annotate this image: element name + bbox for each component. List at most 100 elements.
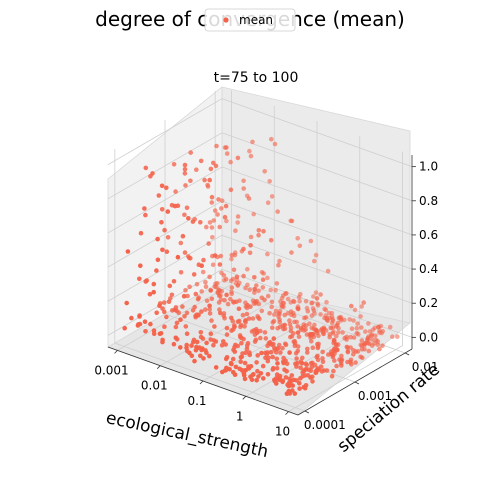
scatter-point <box>282 326 288 332</box>
scatter-point <box>261 271 267 276</box>
scatter-point <box>160 306 165 311</box>
y-tick-mark <box>354 381 360 385</box>
scatter-point <box>148 321 153 327</box>
scatter-point <box>295 306 300 311</box>
scatter-point <box>151 289 156 295</box>
scatter-point <box>272 141 278 147</box>
scatter-point <box>201 356 206 361</box>
scatter-point <box>300 325 306 330</box>
scatter-point <box>292 341 298 346</box>
scatter-point <box>249 377 255 383</box>
scatter-point <box>262 297 267 303</box>
scatter-point <box>247 352 253 358</box>
x-tick-mark <box>285 411 289 415</box>
scatter-point <box>184 345 189 351</box>
scatter-point <box>271 365 276 371</box>
scatter-point <box>348 334 354 340</box>
scatter-point <box>147 291 153 297</box>
scatter-point <box>269 299 275 305</box>
scatter-point <box>243 350 248 356</box>
scatter-point <box>285 296 291 302</box>
scatter-point <box>259 350 264 356</box>
scatter-point <box>222 297 227 303</box>
scatter-point <box>138 230 144 236</box>
scatter-point <box>366 348 372 354</box>
scatter-point <box>309 364 315 370</box>
scatter-point <box>211 218 217 223</box>
scatter-point <box>295 324 301 329</box>
scatter-point <box>300 355 305 361</box>
scatter-point <box>221 339 226 344</box>
scatter-point <box>315 301 320 307</box>
scatter-point <box>367 341 372 347</box>
scatter-point <box>256 288 261 294</box>
scatter-point <box>207 311 213 316</box>
scatter-point <box>315 330 320 336</box>
x-axis-label: ecological_strength <box>104 408 270 462</box>
scatter-point <box>251 211 256 217</box>
scatter-point <box>241 372 247 378</box>
scatter-point <box>200 336 206 341</box>
scatter-point <box>267 310 272 316</box>
scatter-point <box>241 273 246 279</box>
scatter-point <box>359 338 365 343</box>
scatter-point <box>212 253 218 258</box>
scatter-point <box>218 310 223 316</box>
scatter-point <box>283 341 288 347</box>
scatter-point <box>219 198 225 203</box>
scatter-point <box>159 207 165 212</box>
scatter-point <box>270 354 276 360</box>
scatter-point <box>200 346 205 351</box>
scatter-point <box>325 318 331 324</box>
scatter-point <box>376 324 382 330</box>
scatter-point <box>129 315 134 321</box>
scatter-point <box>244 311 250 317</box>
scatter-point <box>252 275 257 280</box>
scatter-point <box>182 212 187 218</box>
scatter-point <box>231 267 237 273</box>
scatter-point <box>235 319 241 325</box>
scatter-point <box>359 304 365 309</box>
scatter-point <box>289 312 294 318</box>
scatter-point <box>200 269 206 275</box>
scatter-point <box>275 326 281 331</box>
scatter-point <box>282 367 287 373</box>
scatter-point <box>203 307 208 312</box>
scatter-point <box>297 299 302 304</box>
x-tick-label: 1 <box>236 409 244 423</box>
legend-marker <box>223 17 229 23</box>
legend-box <box>204 8 296 32</box>
scatter-point <box>268 287 274 293</box>
scatter-point <box>278 350 283 355</box>
scatter-point <box>156 193 162 198</box>
scatter-point <box>204 350 209 356</box>
scatter-point <box>265 358 271 364</box>
scatter-point <box>297 380 302 386</box>
scatter-point <box>287 350 292 355</box>
scatter-point <box>259 308 265 314</box>
scatter-point <box>154 310 159 316</box>
scatter-point <box>191 272 197 277</box>
scatter-points <box>122 136 400 397</box>
scatter-point <box>262 330 268 335</box>
scatter-point <box>155 236 160 242</box>
x-tick-label: 0.001 <box>94 363 128 377</box>
scatter-point <box>216 287 221 293</box>
scatter-point <box>237 366 242 372</box>
scatter-point <box>224 332 230 337</box>
scatter-point <box>305 309 311 314</box>
scatter-point <box>370 327 376 333</box>
scatter-point <box>275 209 281 214</box>
scatter-point <box>220 369 225 375</box>
scatter-point <box>210 235 215 240</box>
scatter-point <box>268 237 274 243</box>
scatter-point <box>180 233 186 239</box>
y-grid-line <box>114 149 305 412</box>
scatter-point <box>325 268 331 274</box>
scatter-point <box>308 360 314 366</box>
scatter-point <box>238 359 243 365</box>
x-tick-mark <box>156 365 161 369</box>
scatter-point <box>211 342 216 348</box>
scatter-point <box>334 363 339 369</box>
scatter-point <box>303 299 309 304</box>
